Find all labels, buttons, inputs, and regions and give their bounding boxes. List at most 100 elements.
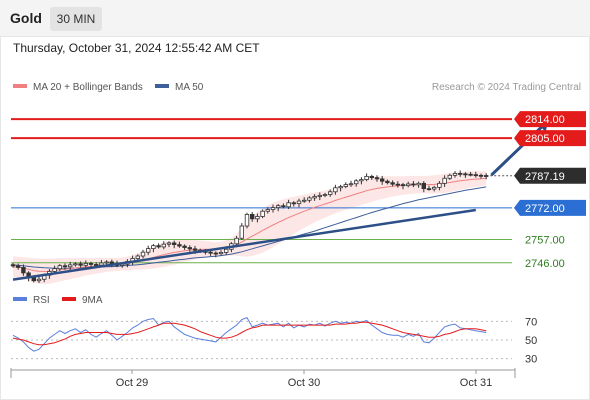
time-axis: Oct 29 Oct 30 Oct 31	[10, 368, 516, 389]
candle-body	[463, 173, 468, 176]
timeframe-button[interactable]: 30 MIN	[50, 7, 102, 31]
bollinger-legend-label: MA 20 + Bollinger Bands	[33, 82, 143, 93]
candle-body	[166, 242, 172, 245]
candle-body	[343, 184, 348, 187]
ma50-legend-swatch	[155, 84, 169, 88]
price-tags: 2814.00 2805.00 2787.19 2772.00 2757.00 2746.…	[514, 111, 586, 270]
candle-body	[281, 205, 286, 208]
candle-body	[68, 264, 73, 268]
candle-body	[234, 237, 239, 245]
candle-body	[405, 183, 411, 187]
rsi-line	[12, 316, 487, 352]
candle-body	[296, 200, 302, 205]
candle-body	[21, 267, 26, 274]
candle-body	[437, 182, 442, 188]
bollinger-band-fill	[13, 171, 487, 285]
rsi-legend-swatch	[13, 297, 27, 301]
candle-body	[312, 196, 317, 199]
price-tag-label: 2746.00	[525, 258, 565, 270]
rsi-ma-legend-swatch	[62, 297, 76, 301]
candle-body	[192, 248, 198, 251]
candle-body	[31, 277, 36, 282]
ma50-legend-label: MA 50	[175, 82, 204, 93]
candle-body	[88, 262, 94, 265]
rsi-ma-line	[12, 321, 487, 346]
candle-body	[307, 197, 312, 201]
rsi-legend: RSI 9MA	[13, 295, 103, 306]
candle-body	[270, 207, 276, 210]
candle-body	[208, 251, 213, 254]
candle-body	[431, 186, 437, 190]
candle-body	[161, 243, 166, 248]
candle-body	[327, 191, 333, 195]
candle-body	[177, 244, 182, 247]
time-axis-label: Oct 30	[288, 377, 320, 389]
rsi-panel: 70 50 30	[11, 316, 537, 366]
price-tag-label: 2787.19	[525, 171, 565, 183]
rsi-axis-label: 30	[525, 354, 537, 366]
candle-body	[447, 174, 452, 179]
key-levels	[11, 118, 512, 264]
candle-body	[140, 251, 146, 257]
candle-body	[52, 268, 57, 272]
copyright-text: Research © 2024 Trading Central	[432, 82, 581, 93]
rsi-axis-label: 50	[525, 335, 537, 347]
candle-body	[223, 248, 229, 253]
candle-body	[457, 173, 463, 175]
price-tag-pivot	[514, 199, 586, 216]
candle-body	[286, 202, 291, 208]
price-tag-label: 2814.00	[525, 114, 565, 126]
candle-body	[260, 210, 265, 217]
candle-body	[182, 245, 187, 248]
candle-body	[10, 264, 16, 267]
candle-body	[421, 182, 426, 190]
candle-body	[333, 187, 338, 193]
price-tag-label: 2772.00	[525, 203, 565, 215]
candle-body	[353, 180, 359, 185]
bollinger-bands	[13, 171, 487, 285]
candle-body	[478, 174, 484, 177]
candle-body	[265, 209, 270, 212]
candle-body	[322, 194, 328, 196]
candle-body	[301, 199, 307, 202]
candle-body	[275, 205, 281, 209]
candle-body	[239, 225, 244, 239]
candle-body	[135, 255, 140, 259]
candle-body	[291, 202, 296, 205]
bollinger-legend-swatch	[13, 84, 27, 88]
candle-body	[249, 213, 255, 220]
candle-body	[364, 175, 369, 180]
candle-body	[218, 252, 224, 255]
candle-body	[359, 179, 364, 182]
candle-body	[73, 263, 78, 266]
candle-body	[468, 173, 473, 176]
rsi-legend-label: RSI	[33, 295, 50, 306]
candle-body	[411, 183, 416, 186]
candle-body	[104, 261, 109, 264]
rsi-axis-label: 70	[525, 316, 537, 328]
candle-body	[317, 194, 322, 197]
candle-body	[483, 175, 489, 177]
candle-body	[62, 265, 68, 268]
candle-body	[36, 278, 42, 282]
candle-body	[416, 182, 421, 186]
price-tag-label: 2805.00	[525, 133, 565, 145]
rsi-ma-legend-label: 9MA	[82, 295, 103, 306]
candle-body	[374, 177, 380, 180]
candle-body	[94, 264, 99, 266]
candle-body	[426, 188, 432, 191]
candle-body	[213, 252, 218, 255]
candle-body	[15, 265, 21, 268]
price-tag-resistance	[514, 111, 586, 128]
candle-body	[83, 262, 88, 266]
candle-body	[57, 265, 62, 270]
candle-body	[452, 173, 458, 176]
analyst-drawings	[12, 119, 549, 281]
chart-timestamp: Thursday, October 31, 2024 12:55:42 AM C…	[13, 41, 260, 55]
support-trendline	[12, 208, 476, 281]
candle-body	[338, 186, 343, 189]
candle-body	[473, 174, 478, 177]
candle-body	[369, 175, 374, 179]
candle-body	[99, 262, 104, 266]
